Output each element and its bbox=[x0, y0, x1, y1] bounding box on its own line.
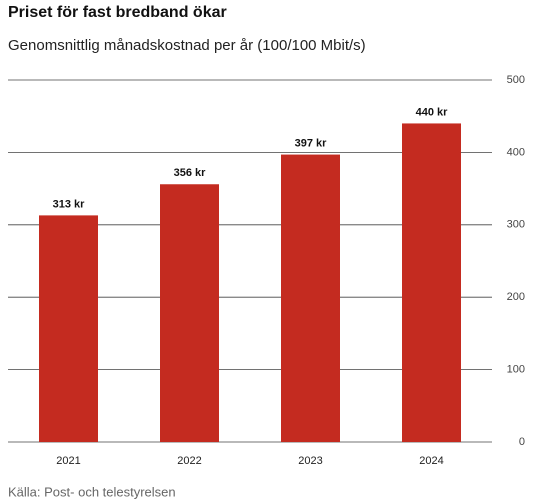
value-label: 313 kr bbox=[53, 198, 86, 210]
bar bbox=[39, 215, 98, 442]
y-tick-label: 500 bbox=[507, 74, 525, 86]
chart-subtitle: Genomsnittlig månadskostnad per år (100/… bbox=[8, 37, 366, 54]
x-tick-label: 2022 bbox=[177, 455, 201, 467]
y-tick-label: 400 bbox=[507, 146, 525, 158]
chart-title: Priset för fast bredband ökar bbox=[8, 4, 227, 21]
bar bbox=[402, 123, 461, 442]
bar bbox=[281, 154, 340, 442]
x-tick-label: 2024 bbox=[419, 455, 443, 467]
x-tick-label: 2021 bbox=[56, 455, 80, 467]
y-tick-label: 300 bbox=[507, 219, 525, 231]
y-tick-label: 100 bbox=[507, 364, 525, 376]
y-tick-label: 200 bbox=[507, 291, 525, 303]
value-label: 356 kr bbox=[174, 167, 207, 179]
bar bbox=[160, 184, 219, 443]
value-label: 440 kr bbox=[416, 106, 449, 118]
value-label: 397 kr bbox=[295, 137, 328, 149]
source: Källa: Post- och telestyrelsen bbox=[8, 484, 176, 499]
x-tick-label: 2023 bbox=[298, 455, 322, 467]
y-tick-label: 0 bbox=[519, 436, 525, 448]
